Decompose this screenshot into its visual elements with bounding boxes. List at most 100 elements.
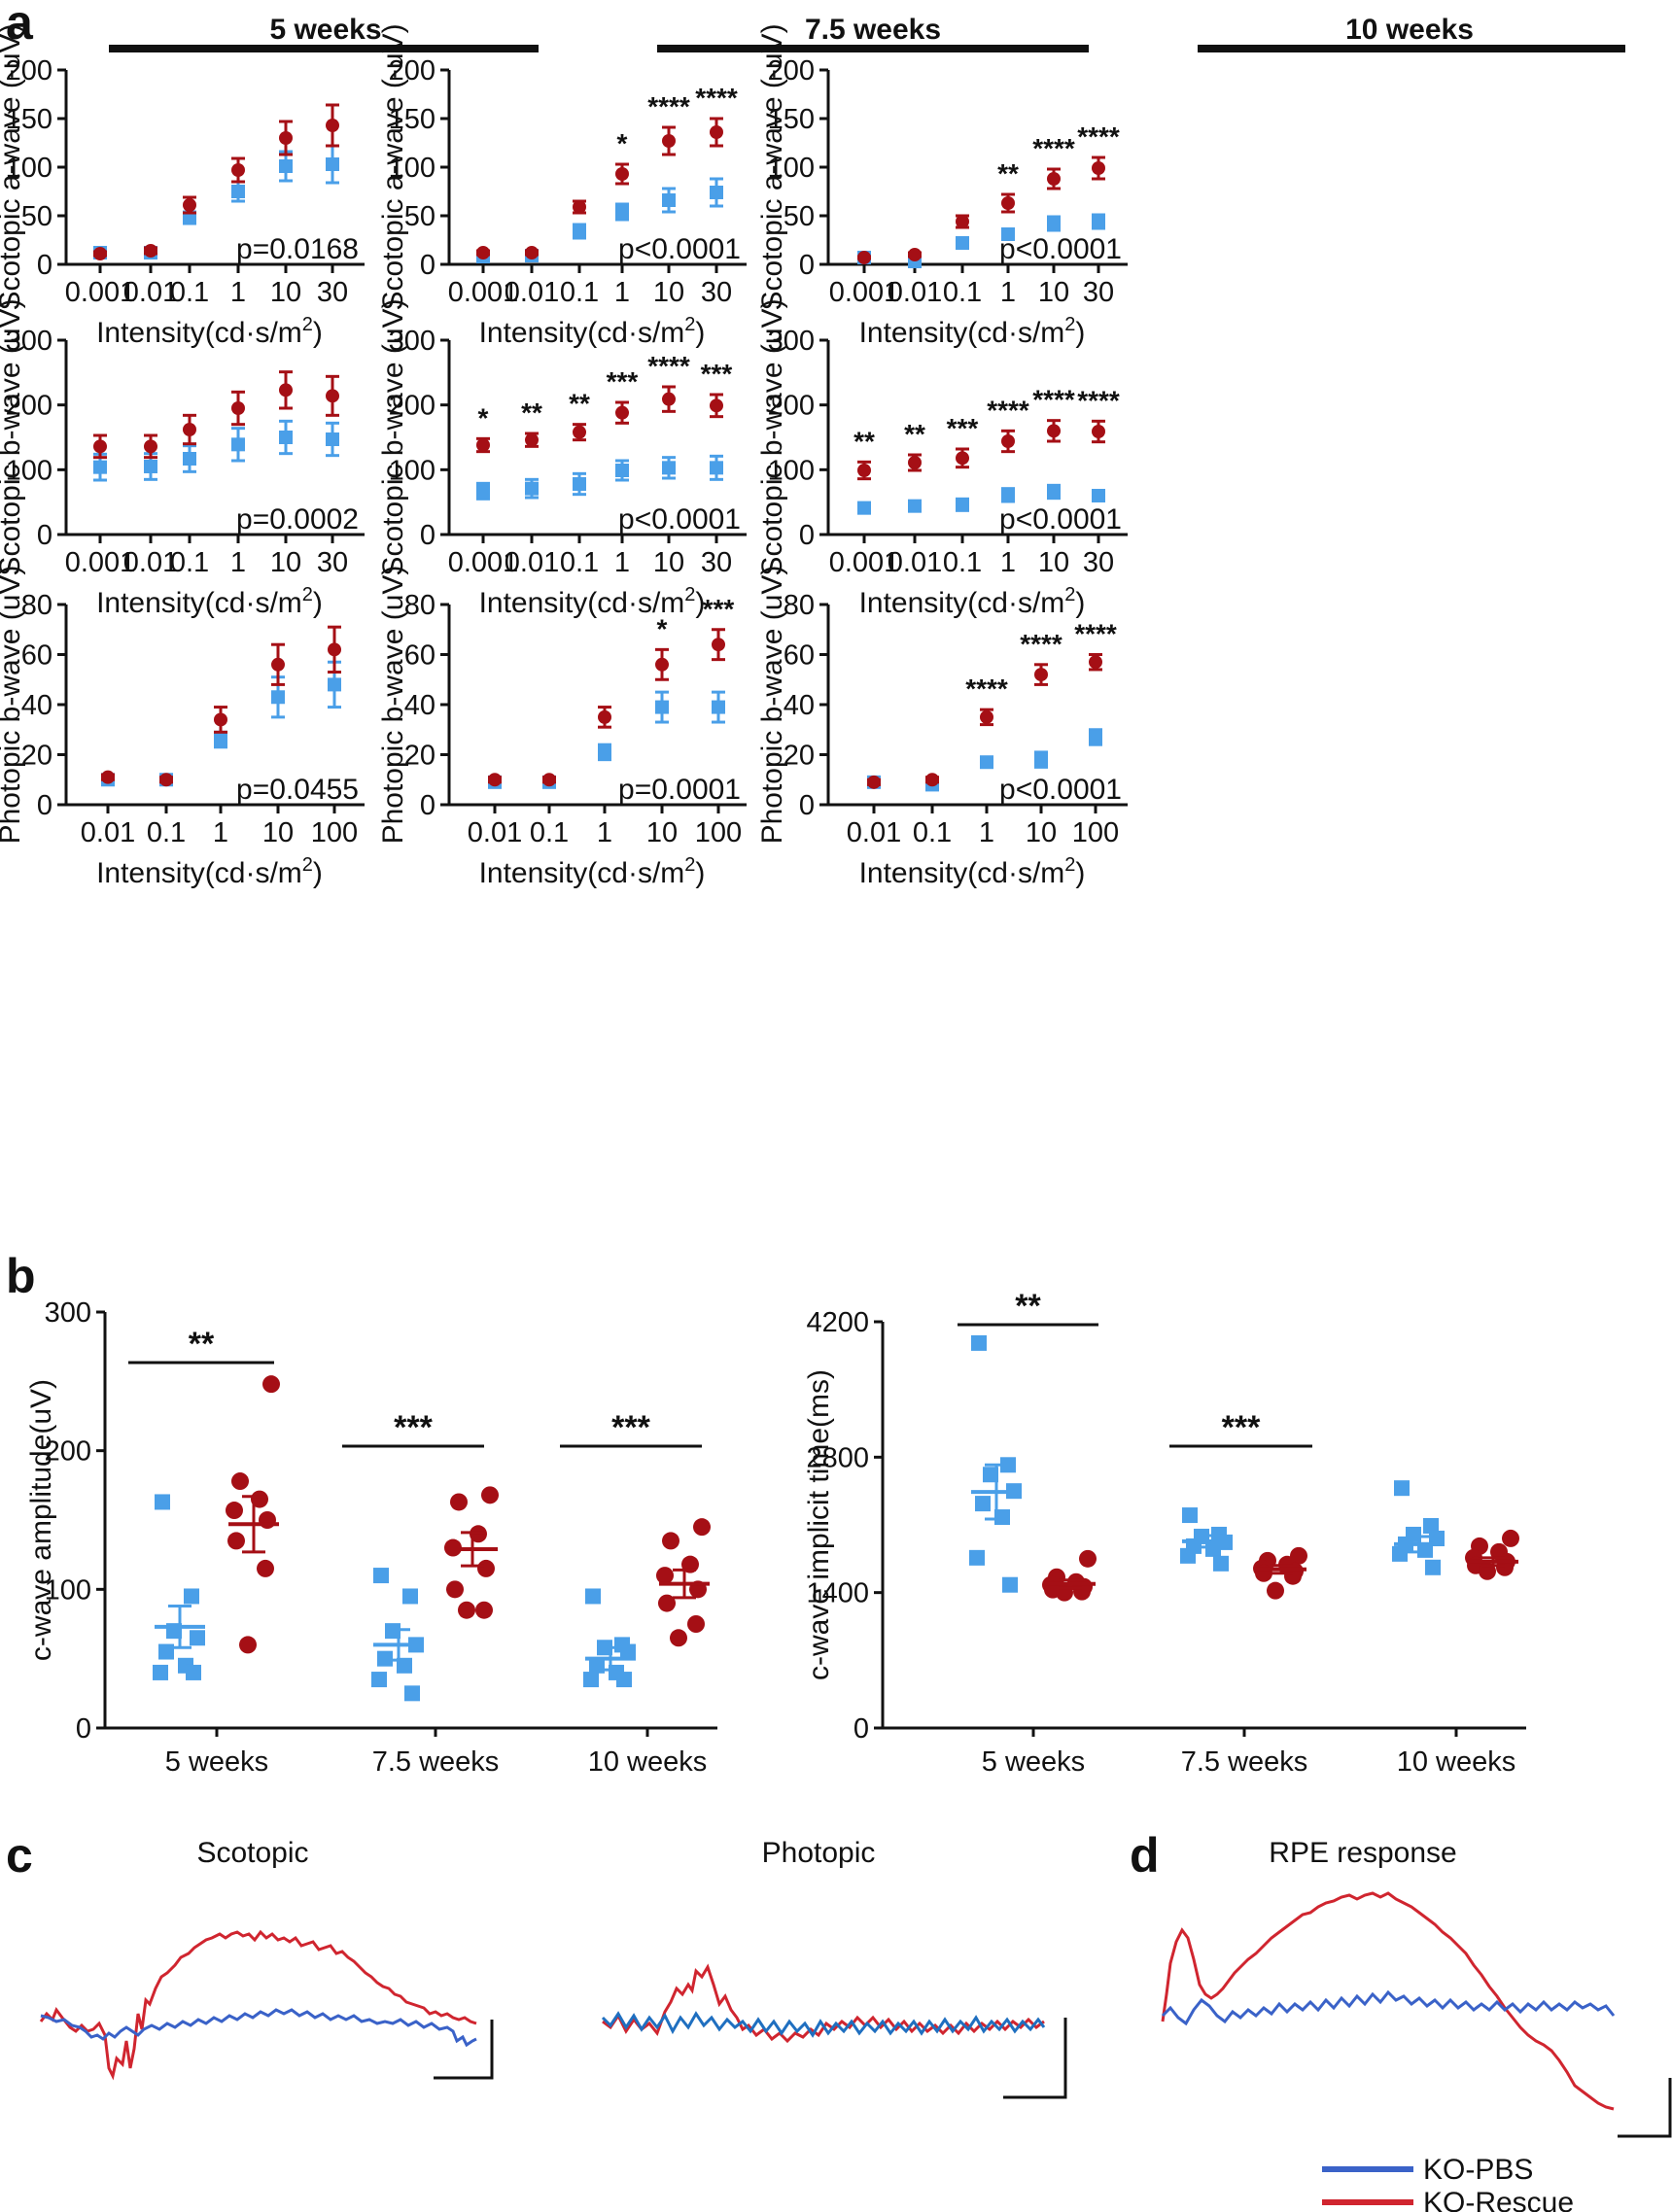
p-value-label: p<0.0001	[618, 233, 741, 265]
y-tick-label: 100	[768, 455, 815, 486]
trace-scotopic-ko-pbs	[40, 2008, 477, 2048]
y-tick-label: 2800	[806, 1442, 869, 1473]
x-axis-label: Intensity(cd·s/m2)	[479, 584, 706, 619]
data-point-ko-pbs	[1423, 1517, 1439, 1534]
data-point-ko-pbs	[231, 185, 245, 198]
x-tick-label: 10	[262, 817, 294, 848]
y-tick-label: 200	[768, 391, 815, 422]
p-value-label: p=0.0002	[236, 503, 359, 536]
y-tick-label: 200	[389, 55, 435, 86]
y-tick-label: 1400	[806, 1578, 869, 1609]
data-point-ko-pbs	[186, 1664, 201, 1680]
x-tick-label: 1	[614, 547, 630, 578]
significance-stars: ****	[1032, 133, 1075, 163]
trace-rpe-ko-pbs	[1161, 1989, 1616, 2026]
column-header-5-weeks: 5 weeks	[269, 14, 381, 46]
data-point-ko-pbs	[980, 755, 993, 770]
y-tick-label: 200	[6, 391, 52, 422]
data-point-ko-pbs	[371, 1672, 387, 1688]
y-tick-label: 20	[784, 741, 815, 772]
data-point-ko-rescue	[598, 709, 611, 724]
x-tick-label: 30	[701, 547, 732, 578]
x-tick-label: 7.5 weeks	[1181, 1746, 1308, 1778]
significance-stars: ****	[1020, 629, 1062, 659]
x-axis-label: Intensity(cd·s/m2)	[479, 314, 706, 349]
y-axis-label: Photopic b-wave (uV)	[756, 566, 788, 845]
data-point-ko-pbs	[1001, 488, 1015, 502]
significance-stars: ****	[965, 674, 1008, 704]
chart-photopic-b-wave-7-5-weeks: 0 20 40 60 80 0.01 0.1 1 10 100 Photopic b-wave (u…	[377, 566, 747, 889]
x-tick-label: 1	[1000, 547, 1016, 578]
data-point-ko-pbs	[616, 1672, 632, 1688]
significance-stars: ***	[607, 366, 639, 397]
x-tick-label: 0.001	[829, 547, 900, 578]
data-point-ko-pbs	[326, 432, 339, 446]
x-tick-label: 0.001	[448, 547, 519, 578]
y-tick-label: 300	[389, 326, 435, 357]
data-point-ko-rescue	[476, 438, 490, 452]
y-tick-label: 50	[404, 201, 435, 232]
y-axis-label: Scotopic b-wave (uV)	[0, 298, 26, 575]
data-point-ko-rescue	[670, 1629, 687, 1647]
x-tick-label: 30	[701, 277, 732, 308]
y-tick-label: 100	[389, 153, 435, 184]
x-tick-label: 0.01	[888, 547, 942, 578]
data-point-ko-rescue	[525, 246, 539, 259]
y-tick-label: 200	[389, 391, 435, 422]
data-point-ko-pbs	[1034, 752, 1048, 767]
trace-scotopic-ko-rescue	[39, 1929, 477, 2081]
x-axis-label: Intensity(cd·s/m2)	[859, 314, 1086, 349]
y-tick-label: 40	[21, 690, 52, 721]
y-axis-label: Photopic b-wave (uV)	[377, 566, 409, 845]
data-point-ko-rescue	[279, 131, 293, 145]
y-tick-label: 150	[6, 104, 52, 135]
x-tick-label: 5 weeks	[165, 1746, 268, 1778]
significance-stars: **	[997, 158, 1019, 189]
data-point-ko-pbs	[1001, 227, 1015, 241]
trace-title-scotopic: Scotopic	[196, 1837, 308, 1869]
data-point-ko-rescue	[573, 200, 586, 214]
trace-scale-bar	[1618, 2078, 1672, 2138]
data-point-ko-pbs	[373, 1568, 389, 1584]
significance-stars: *	[657, 613, 668, 643]
data-point-ko-rescue	[326, 119, 339, 132]
data-point-ko-pbs	[1047, 485, 1061, 499]
p-value-label: p=0.0455	[236, 774, 359, 806]
data-point-ko-rescue	[615, 167, 629, 181]
data-point-ko-rescue	[231, 163, 245, 177]
data-point-ko-rescue	[101, 770, 115, 784]
data-point-ko-rescue	[980, 709, 993, 724]
data-point-ko-rescue	[475, 1601, 493, 1619]
significance-stars: ****	[647, 91, 690, 121]
data-point-ko-rescue	[655, 657, 669, 672]
significance-stars: **	[853, 426, 875, 456]
data-point-ko-pbs	[662, 461, 676, 475]
x-tick-label: 30	[317, 547, 348, 578]
p-value-label: p<0.0001	[999, 503, 1122, 536]
data-point-ko-pbs	[956, 236, 969, 250]
y-tick-label: 0	[37, 250, 52, 281]
data-point-ko-pbs	[1047, 217, 1061, 230]
x-tick-label: 1	[1000, 277, 1016, 308]
x-axis-label: Intensity(cd·s/m2)	[96, 584, 323, 619]
significance-stars: ****	[1077, 385, 1120, 415]
data-point-ko-pbs	[710, 461, 723, 475]
y-axis-label: c-wave amplitude(uV)	[25, 1379, 57, 1661]
data-point-ko-rescue	[693, 1518, 711, 1537]
y-axis-label: Scotopic b-wave (uV)	[756, 298, 788, 575]
significance-stars: ****	[1074, 619, 1117, 649]
data-point-ko-rescue	[450, 1493, 468, 1511]
significance-stars: **	[189, 1326, 215, 1363]
data-point-ko-rescue	[908, 456, 922, 469]
data-point-ko-pbs	[615, 464, 629, 477]
x-tick-label: 0.01	[888, 277, 942, 308]
data-point-ko-pbs	[1092, 489, 1105, 502]
p-value-label: p<0.0001	[999, 774, 1122, 806]
y-tick-label: 80	[404, 590, 435, 621]
x-tick-label: 30	[1083, 547, 1114, 578]
data-point-ko-rescue	[488, 773, 502, 787]
x-tick-label: 10	[646, 817, 678, 848]
